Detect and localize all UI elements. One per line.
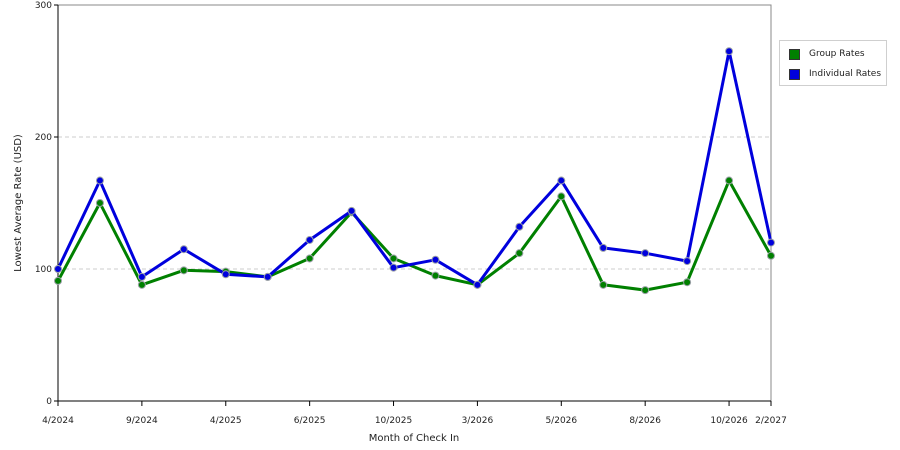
individual-rates-point — [305, 235, 314, 244]
group-rates-point — [137, 280, 146, 289]
individual-rates-point — [767, 238, 775, 247]
individual-rates-point — [725, 47, 734, 56]
individual-rates-point — [389, 263, 398, 272]
group-rates-point — [767, 251, 775, 260]
y-axis-ticks: 0 100 200 300 — [35, 1, 58, 407]
x-tick-label: 9/2024 — [126, 416, 158, 426]
group-rates-point — [305, 254, 314, 263]
legend-label-individual: Individual Rates — [809, 69, 882, 79]
individual-rates-point — [557, 176, 566, 185]
legend-swatch-group — [789, 48, 800, 60]
group-rates-point — [515, 249, 524, 258]
individual-rates-point — [515, 222, 524, 231]
x-tick-label: 6/2025 — [294, 416, 326, 426]
group-rates-point — [54, 276, 62, 285]
legend-item-group-rates: Group Rates — [789, 47, 865, 61]
series-lines — [54, 47, 775, 295]
x-tick-label: 4/2025 — [210, 416, 242, 426]
y-tick-label: 100 — [35, 265, 52, 275]
legend-item-individual-rates: Individual Rates — [789, 67, 881, 81]
x-tick-label: 5/2026 — [545, 416, 577, 426]
individual-rates-point — [179, 245, 188, 254]
y-tick-label: 200 — [35, 133, 52, 143]
group-rates-line — [56, 179, 773, 292]
individual-rates-point — [263, 272, 272, 281]
x-tick-label: 2/2027 — [755, 416, 787, 426]
individual-rates-point — [641, 249, 650, 258]
y-axis-label: Lowest Average Rate (USD) — [13, 134, 24, 272]
group-rates-point — [557, 192, 566, 201]
legend-label-group: Group Rates — [809, 49, 865, 59]
y-tick-label: 0 — [46, 397, 52, 407]
individual-rates-point — [599, 243, 608, 252]
gridlines — [58, 136, 771, 270]
individual-rates-point — [137, 272, 146, 281]
individual-rates-point — [683, 257, 692, 266]
plot-frame — [57, 4, 772, 402]
y-tick-label: 300 — [35, 1, 52, 11]
individual-rates-line — [56, 49, 773, 287]
x-axis-ticks: 4/2024 9/2024 4/2025 6/2025 10/2025 3/2026 5/2… — [42, 401, 787, 426]
x-tick-label: 3/2026 — [462, 416, 494, 426]
x-tick-label: 10/2025 — [375, 416, 412, 426]
individual-rates-point — [347, 206, 356, 215]
legend: Group Rates Individual Rates — [779, 40, 887, 86]
legend-swatch-individual — [789, 68, 800, 80]
individual-rates-point — [473, 280, 482, 289]
axes — [57, 4, 772, 402]
group-rates-point — [95, 199, 104, 207]
group-rates-point — [431, 271, 440, 280]
x-tick-label: 10/2026 — [710, 416, 748, 426]
x-tick-label: 4/2024 — [42, 416, 74, 426]
group-rates-point — [179, 266, 188, 275]
group-rates-point — [683, 278, 692, 287]
group-rates-point — [725, 176, 734, 185]
individual-rates-point — [54, 265, 62, 273]
group-rates-point — [641, 286, 650, 295]
group-rates-point — [599, 280, 608, 289]
x-axis-label: Month of Check In — [369, 433, 460, 444]
individual-rates-point — [431, 255, 440, 264]
individual-rates-point — [95, 176, 104, 185]
group-rates-point — [389, 254, 398, 263]
x-tick-label: 8/2026 — [629, 416, 661, 426]
individual-rates-point — [221, 270, 230, 279]
